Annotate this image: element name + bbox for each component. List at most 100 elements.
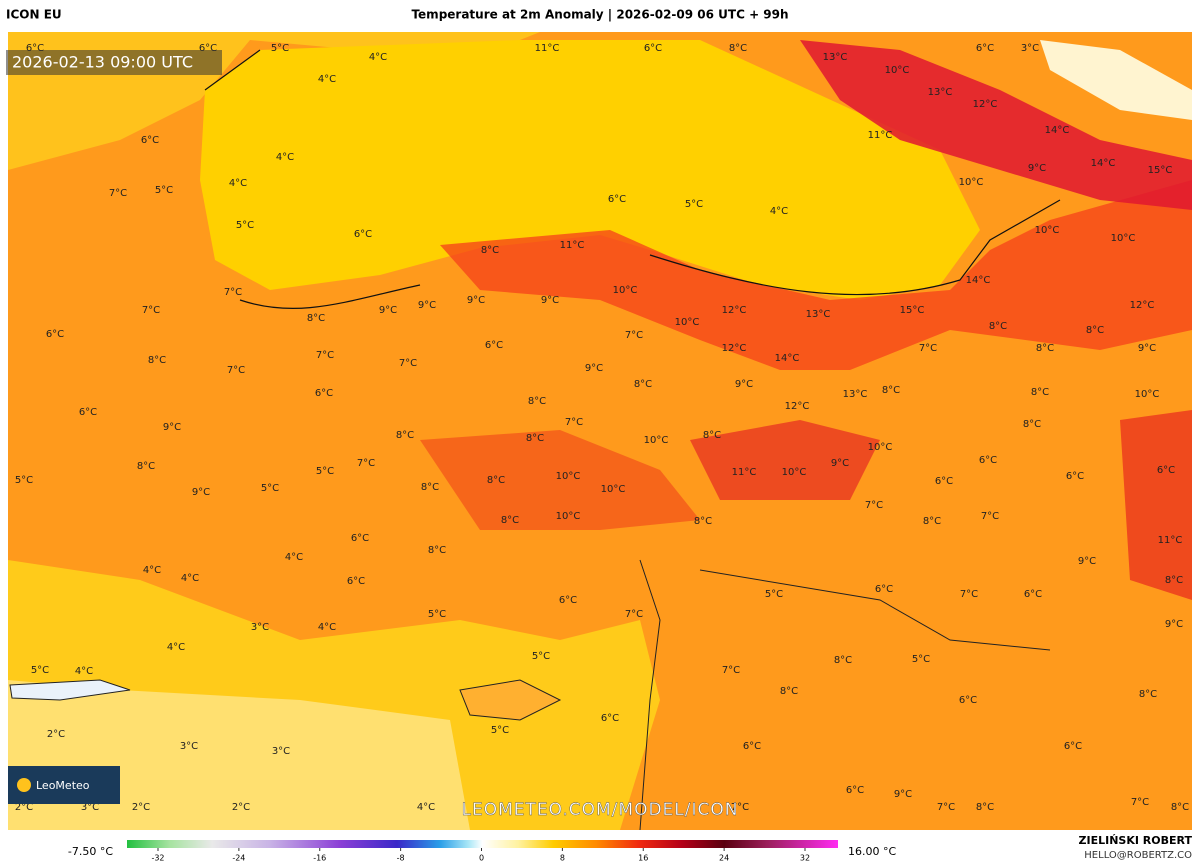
temperature-label: 6°C bbox=[743, 741, 761, 752]
temperature-label: 7°C bbox=[565, 417, 583, 428]
colorbar-tick-label: 24 bbox=[719, 854, 729, 863]
temperature-label: 13°C bbox=[928, 87, 953, 98]
colorbar-ticks: -32 -24 -16 -8 0 8 16 24 32 bbox=[151, 848, 810, 863]
temperature-label: 8°C bbox=[1171, 802, 1189, 813]
temperature-label: 9°C bbox=[894, 789, 912, 800]
temperature-label: 5°C bbox=[155, 185, 173, 196]
temperature-label: 7°C bbox=[224, 287, 242, 298]
temperature-label: 8°C bbox=[1139, 689, 1157, 700]
temperature-label: 7°C bbox=[722, 665, 740, 676]
temperature-label: 6°C bbox=[141, 135, 159, 146]
temperature-label: 9°C bbox=[467, 295, 485, 306]
temperature-label: 6°C bbox=[46, 329, 64, 340]
temperature-label: 8°C bbox=[923, 516, 941, 527]
temperature-label: 10°C bbox=[675, 317, 700, 328]
temperature-label: 13°C bbox=[806, 309, 831, 320]
temperature-label: 5°C bbox=[31, 665, 49, 676]
temperature-label: 14°C bbox=[1045, 125, 1070, 136]
temperature-label: 4°C bbox=[318, 622, 336, 633]
temperature-label: 7°C bbox=[357, 458, 375, 469]
temperature-label: 7°C bbox=[399, 358, 417, 369]
temperature-label: 12°C bbox=[1130, 300, 1155, 311]
author-email: HELLO@ROBERTZ.CO bbox=[1084, 850, 1192, 861]
logo-icon bbox=[17, 778, 31, 792]
colorbar-tick-label: -24 bbox=[232, 854, 245, 863]
temperature-label: 12°C bbox=[785, 401, 810, 412]
temperature-label: 14°C bbox=[775, 353, 800, 364]
temperature-label: 2°C bbox=[47, 729, 65, 740]
temperature-label: 3°C bbox=[272, 746, 290, 757]
temperature-label: 8°C bbox=[882, 385, 900, 396]
temperature-label: 15°C bbox=[900, 305, 925, 316]
temperature-label: 8°C bbox=[526, 433, 544, 444]
valid-time: 2026-02-13 09:00 UTC bbox=[12, 53, 193, 72]
temperature-label: 11°C bbox=[535, 43, 560, 54]
temperature-label: 9°C bbox=[541, 295, 559, 306]
map-title: Temperature at 2m Anomaly | 2026-02-09 0… bbox=[411, 8, 788, 22]
temperature-label: 9°C bbox=[1138, 343, 1156, 354]
temperature-label: 6°C bbox=[959, 695, 977, 706]
temperature-label: 4°C bbox=[276, 152, 294, 163]
temperature-label: 6°C bbox=[1066, 471, 1084, 482]
temperature-label: 8°C bbox=[1023, 419, 1041, 430]
temperature-label: 8°C bbox=[428, 545, 446, 556]
temperature-label: 6°C bbox=[354, 229, 372, 240]
colorbar-max: 16.00 °C bbox=[848, 845, 896, 858]
temperature-label: 9°C bbox=[585, 363, 603, 374]
map-area bbox=[8, 32, 1192, 831]
temperature-label: 9°C bbox=[735, 379, 753, 390]
temperature-label: 7°C bbox=[109, 188, 127, 199]
temperature-label: 6°C bbox=[199, 43, 217, 54]
temperature-label: 5°C bbox=[261, 483, 279, 494]
temperature-label: 10°C bbox=[1035, 225, 1060, 236]
temperature-label: 6°C bbox=[976, 43, 994, 54]
temperature-label: 5°C bbox=[491, 725, 509, 736]
temperature-label: 5°C bbox=[236, 220, 254, 231]
temperature-label: 10°C bbox=[1111, 233, 1136, 244]
temperature-label: 8°C bbox=[528, 396, 546, 407]
temperature-label: 8°C bbox=[1031, 387, 1049, 398]
temperature-label: 8°C bbox=[1165, 575, 1183, 586]
temperature-label: 4°C bbox=[318, 74, 336, 85]
temperature-label: 5°C bbox=[271, 43, 289, 54]
colorbar-tick-label: -32 bbox=[151, 854, 164, 863]
temperature-label: 6°C bbox=[935, 476, 953, 487]
temperature-label: 5°C bbox=[685, 199, 703, 210]
temperature-label: 10°C bbox=[556, 471, 581, 482]
temperature-label: 7°C bbox=[316, 350, 334, 361]
temperature-label: 7°C bbox=[142, 305, 160, 316]
temperature-label: 2°C bbox=[15, 802, 33, 813]
temperature-label: 5°C bbox=[428, 609, 446, 620]
temperature-label: 8°C bbox=[834, 655, 852, 666]
temperature-label: 4°C bbox=[417, 802, 435, 813]
colorbar-tick-label: 0 bbox=[479, 854, 484, 863]
temperature-label: 7°C bbox=[625, 330, 643, 341]
temperature-label: 5°C bbox=[765, 589, 783, 600]
temperature-label: 11°C bbox=[1158, 535, 1183, 546]
temperature-label: 4°C bbox=[167, 642, 185, 653]
temperature-label: 4°C bbox=[770, 206, 788, 217]
colorbar-tick-label: -8 bbox=[397, 854, 405, 863]
colorbar bbox=[127, 840, 838, 848]
temperature-label: 12°C bbox=[973, 99, 998, 110]
temperature-label: 7°C bbox=[865, 500, 883, 511]
temperature-label: 8°C bbox=[976, 802, 994, 813]
temperature-label: 6°C bbox=[608, 194, 626, 205]
temperature-label: 10°C bbox=[782, 467, 807, 478]
temperature-label: 6°C bbox=[347, 576, 365, 587]
temperature-label: 4°C bbox=[181, 573, 199, 584]
temperature-label: 9°C bbox=[192, 487, 210, 498]
temperature-label: 7°C bbox=[227, 365, 245, 376]
temperature-label: 6°C bbox=[351, 533, 369, 544]
temperature-label: 8°C bbox=[1036, 343, 1054, 354]
temperature-label: 10°C bbox=[1135, 389, 1160, 400]
temperature-label: 6°C bbox=[644, 43, 662, 54]
temperature-label: 7°C bbox=[731, 802, 749, 813]
temperature-label: 14°C bbox=[966, 275, 991, 286]
temperature-label: 7°C bbox=[1131, 797, 1149, 808]
colorbar-tick-label: 32 bbox=[800, 854, 810, 863]
temperature-label: 10°C bbox=[556, 511, 581, 522]
temperature-label: 8°C bbox=[634, 379, 652, 390]
temperature-label: 6°C bbox=[315, 388, 333, 399]
temperature-label: 4°C bbox=[229, 178, 247, 189]
